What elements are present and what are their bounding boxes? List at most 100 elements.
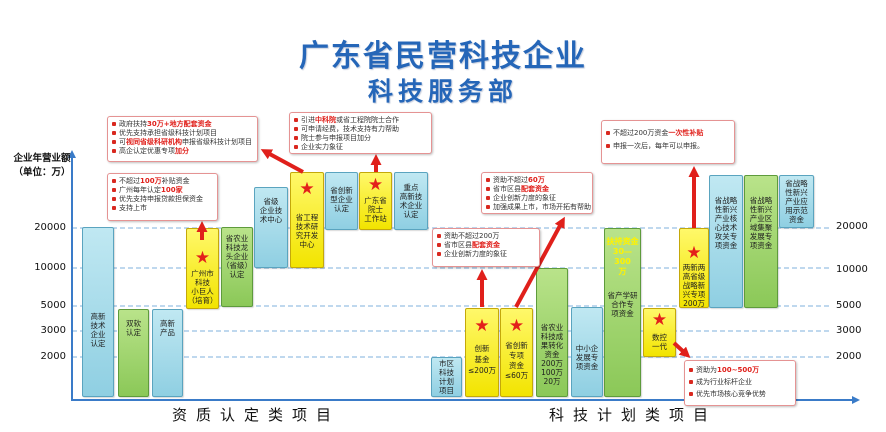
- box-label: 广东省 院士 工作站: [364, 196, 387, 223]
- callout-text: 企业实力象征: [301, 143, 343, 151]
- box-label: 省级 企业技 术中心: [259, 197, 283, 224]
- bullet-icon: [486, 195, 490, 200]
- tick-right-5000: 5000: [836, 300, 862, 311]
- callout-line: 可视同省级科研机构申报省级科技计划项目: [111, 138, 254, 147]
- bullet-icon: [689, 367, 693, 372]
- box-industry-research-fund: 扶持资金 30—300 万 省产学研 合作专 项资金: [604, 228, 641, 397]
- bullet-icon: [294, 144, 298, 149]
- callout-highlight: 中科院: [315, 116, 336, 124]
- callout-line: 可申请经费，技术支持有力帮助: [293, 125, 428, 134]
- star-icon: ★: [508, 316, 525, 336]
- bullet-icon: [437, 251, 441, 256]
- box-strategic-cluster: 省战略 性新兴 产业区 域集聚 发展专 项资金: [744, 175, 778, 308]
- star-icon: ★: [686, 243, 702, 263]
- callout-text: 申报省级科技计划项目: [182, 138, 252, 146]
- callout-text: 资助不超过: [493, 176, 528, 184]
- callout-cnc-benefits: 资助为100~500万成为行业标杆企业优先市场核心竞争优势: [684, 360, 796, 406]
- callout-text: 企业创新力度的象征: [493, 194, 556, 202]
- box-label: 高新 技术 企业 认定: [90, 312, 106, 348]
- callout-text: 省市区县: [493, 185, 521, 193]
- callout-text: 成为行业标杆企业: [696, 378, 752, 386]
- section-label-qualification: 资质认定类项目: [172, 406, 341, 424]
- callout-text: 引进: [301, 116, 315, 124]
- callout-line: 加强成果上市，市场开拓有帮助: [485, 203, 591, 212]
- callout-line: 资助不超过200万: [436, 232, 536, 241]
- box-sme-fund: 中小企 发展专 项资金: [571, 307, 603, 397]
- callout-line: 不超过100万补贴资金: [111, 177, 214, 186]
- box-academician-station: ★ 广东省 院士 工作站: [359, 172, 392, 230]
- callout-line: 优先支持申报贷款担保资金: [111, 195, 214, 204]
- box-label: 广州市 科技 小巨人 （培育）: [187, 269, 218, 305]
- callout-highlight: 配套资金: [521, 185, 549, 193]
- tick-right-3000: 3000: [836, 325, 862, 336]
- box-label: 数控 一代: [652, 333, 667, 351]
- callout-text: 优先市场核心竞争优势: [696, 390, 766, 398]
- box-strategic-demo: 省战略 性新兴 产业应 用示范 资金: [779, 175, 814, 228]
- box-label: 省战略 性新兴 产业应 用示范 资金: [785, 179, 808, 224]
- callout-line: 企业创新力度的象征: [485, 194, 589, 203]
- callout-provincial-fund-benefits: 资助不超过60万 省市区县配套资金 企业创新力度的象征 加强成果上市，市场开拓有帮助: [481, 172, 593, 214]
- callout-text: 企业创新力度的象征: [444, 250, 507, 258]
- bullet-icon: [112, 139, 116, 144]
- box-label: 省农业 科技成 果转化 资金 200万 100万 20万: [540, 323, 564, 386]
- callout-text: 可: [119, 138, 126, 146]
- callout-text: 省市区县: [444, 241, 472, 249]
- callout-highlight: 100家: [161, 186, 183, 194]
- callout-line: 省市区县配套资金: [436, 241, 536, 250]
- callout-line: 企业实力象征: [293, 143, 428, 152]
- callout-line: 申报一次后，每年可以申报。: [605, 140, 731, 153]
- callout-text: 或省工程院院士合作: [336, 116, 399, 124]
- callout-highlight: 100~500万: [717, 366, 760, 374]
- bullet-icon: [689, 391, 693, 396]
- tick-right-2000: 2000: [836, 351, 862, 362]
- callout-text: 资助不超过200万: [444, 232, 500, 240]
- box-label: 高新 产品: [160, 319, 175, 337]
- box-label: 省创新 专项 资金 ≤60万: [504, 341, 529, 380]
- box-strategic-core-tech: 省战略 性新兴 产业核 心技术 攻关专 项资金: [709, 175, 743, 308]
- tick-left-10000: 10000: [34, 262, 66, 273]
- box-label: 省战略 性新兴 产业核 心技术 攻关专 项资金: [714, 196, 738, 250]
- box-innovation-fund: ★ 创新 基金 ≤200万: [465, 308, 499, 397]
- tick-left-5000: 5000: [40, 300, 66, 311]
- callout-highlight: 60万: [528, 176, 545, 184]
- bullet-icon: [112, 205, 116, 210]
- callout-highlight: 视同省级科研机构: [126, 138, 182, 146]
- callout-little-giant-benefits: 不超过100万补贴资金 广州每年认定100家 优先支持申报贷款担保资金 支持上市: [107, 173, 218, 221]
- callout-line: 成为行业标杆企业: [688, 376, 792, 388]
- box-innovative-enterprise: 省创新 型企业 认定: [325, 172, 358, 230]
- callout-line: 优先市场核心竞争优势: [688, 388, 792, 400]
- callout-text: 加强成果上市，市场开拓有帮助: [493, 203, 591, 211]
- bullet-icon: [294, 126, 298, 131]
- callout-line: 不超过200万资金一次性补贴: [605, 127, 731, 140]
- callout-text: 优先支持承担省级科技计划项目: [119, 129, 217, 137]
- page-subtitle: 科技服务部: [367, 77, 518, 106]
- box-key-gaoxin: 重点 高新技 术企业 认定: [394, 172, 428, 230]
- box-label: 双软 认定: [126, 319, 141, 337]
- box-label: 省创新 型企业 认定: [330, 186, 353, 213]
- tick-right-10000: 10000: [836, 264, 868, 275]
- bullet-icon: [112, 178, 116, 183]
- bullet-icon: [112, 121, 116, 126]
- callout-highlight: 100万: [140, 177, 162, 185]
- callout-text: 优先支持申报贷款担保资金: [119, 195, 203, 203]
- callout-text: 政府扶持: [119, 120, 147, 128]
- bullet-icon: [112, 187, 116, 192]
- page-title: 广东省民营科技企业: [299, 39, 587, 74]
- tick-left-2000: 2000: [40, 351, 66, 362]
- bullet-icon: [486, 177, 490, 182]
- callout-line: 资助不超过60万: [485, 176, 589, 185]
- box-label: 省产学研 合作专 项资金: [607, 291, 638, 318]
- callout-line: 支持上市: [111, 204, 214, 213]
- bullet-icon: [112, 130, 116, 135]
- callout-highlight: 加分: [175, 147, 189, 155]
- callout-line: 引进中科院或省工程院院士合作: [293, 116, 428, 125]
- box-label: 省战略 性新兴 产业区 域集聚 发展专 项资金: [749, 196, 773, 250]
- star-icon: ★: [367, 175, 384, 195]
- callout-text: 支持上市: [119, 204, 147, 212]
- callout-line: 高企认定优惠专项加分: [111, 147, 254, 156]
- bullet-icon: [437, 233, 441, 238]
- box-highlight-label: 扶持资金 30—300 万: [606, 237, 639, 276]
- tick-right-20000: 20000: [836, 221, 868, 232]
- callout-text: 资助为: [696, 366, 717, 374]
